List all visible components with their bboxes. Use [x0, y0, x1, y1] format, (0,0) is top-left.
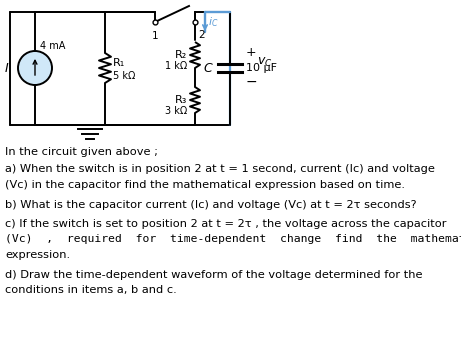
- Text: c) If the switch is set to position 2 at t = 2τ , the voltage across the capacit: c) If the switch is set to position 2 at…: [5, 219, 447, 229]
- Text: 4 mA: 4 mA: [40, 41, 65, 51]
- Text: R₃: R₃: [175, 95, 187, 105]
- Text: 10 μF: 10 μF: [246, 63, 277, 73]
- Text: −: −: [246, 75, 258, 89]
- Text: 2: 2: [198, 30, 205, 40]
- Text: R₁: R₁: [113, 58, 125, 68]
- Text: (Vc)  ,  required  for  time-dependent  change  find  the  mathematical: (Vc) , required for time-dependent chang…: [5, 235, 461, 244]
- Text: $i_C$: $i_C$: [208, 15, 219, 29]
- Text: b) What is the capacitor current (Ic) and voltage (Vc) at t = 2τ seconds?: b) What is the capacitor current (Ic) an…: [5, 199, 417, 210]
- Circle shape: [18, 51, 52, 85]
- Text: expression.: expression.: [5, 250, 70, 260]
- Text: I: I: [5, 62, 9, 74]
- Text: d) Draw the time-dependent waveform of the voltage determined for the: d) Draw the time-dependent waveform of t…: [5, 269, 422, 280]
- Text: +: +: [246, 46, 257, 58]
- Text: conditions in items a, b and c.: conditions in items a, b and c.: [5, 285, 177, 295]
- Text: In the circuit given above ;: In the circuit given above ;: [5, 147, 158, 157]
- Text: 3 kΩ: 3 kΩ: [165, 106, 187, 116]
- Text: R₂: R₂: [175, 50, 187, 60]
- Text: (Vc) in the capacitor find the mathematical expression based on time.: (Vc) in the capacitor find the mathemati…: [5, 180, 405, 190]
- Text: 1: 1: [152, 31, 158, 41]
- Text: $v_C$: $v_C$: [257, 55, 272, 69]
- Text: a) When the switch is in position 2 at t = 1 second, current (Ic) and voltage: a) When the switch is in position 2 at t…: [5, 165, 435, 174]
- Text: 1 kΩ: 1 kΩ: [165, 61, 187, 71]
- Text: C: C: [203, 62, 212, 74]
- Text: 5 kΩ: 5 kΩ: [113, 71, 136, 81]
